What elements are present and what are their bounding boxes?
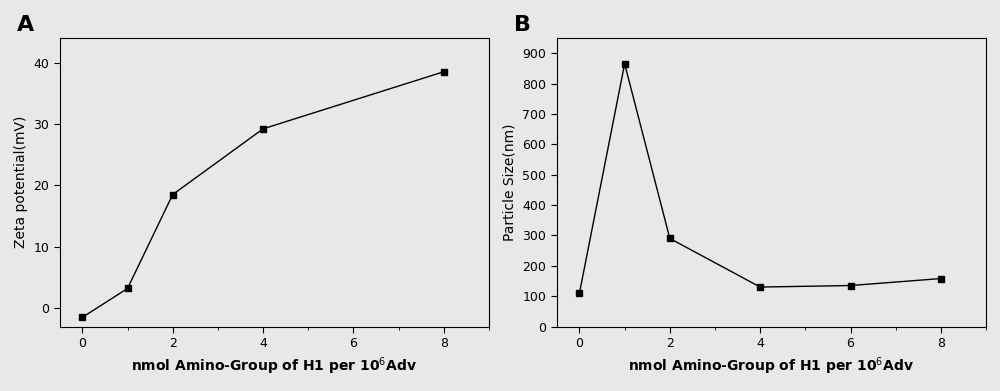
Text: B: B [514,15,531,35]
Y-axis label: Particle Size(nm): Particle Size(nm) [503,124,517,241]
X-axis label: nmol Amino-Group of H1 per 10$^6$Adv: nmol Amino-Group of H1 per 10$^6$Adv [131,355,417,377]
X-axis label: nmol Amino-Group of H1 per 10$^6$Adv: nmol Amino-Group of H1 per 10$^6$Adv [628,355,914,377]
Text: A: A [17,15,34,35]
Y-axis label: Zeta potential(mV): Zeta potential(mV) [14,116,28,248]
